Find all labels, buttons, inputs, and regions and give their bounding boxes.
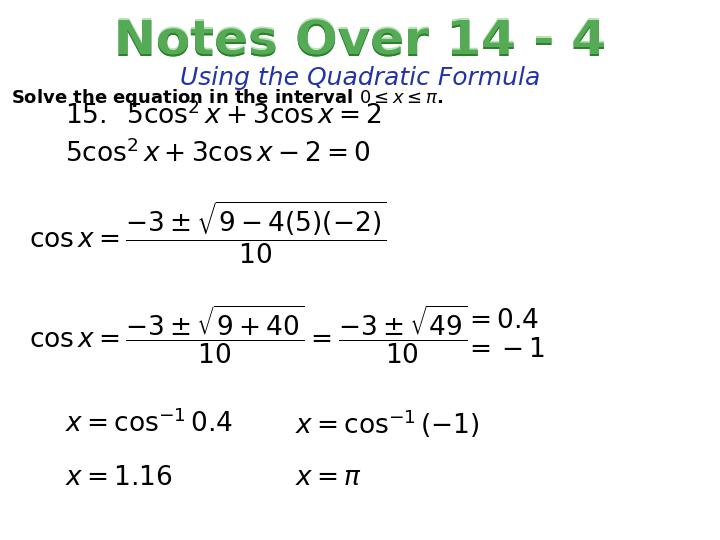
Text: $x = 1.16$: $x = 1.16$ (65, 465, 173, 491)
Text: Notes Over 14 - 4: Notes Over 14 - 4 (114, 19, 606, 67)
Text: Notes Over 14 - 4: Notes Over 14 - 4 (114, 19, 606, 67)
Text: $\cos x = \dfrac{-3 \pm \sqrt{9 - 4(5)(-2)}}{10}$: $\cos x = \dfrac{-3 \pm \sqrt{9 - 4(5)(-… (29, 199, 387, 266)
Text: $x = \pi$: $x = \pi$ (295, 465, 362, 491)
Text: $5\cos^2 x + 3\cos x - 2 = 0$: $5\cos^2 x + 3\cos x - 2 = 0$ (65, 140, 371, 168)
Text: $\cos x = \dfrac{-3 \pm \sqrt{9 + 40}}{10} = \dfrac{-3 \pm \sqrt{49}}{10}$: $\cos x = \dfrac{-3 \pm \sqrt{9 + 40}}{1… (29, 303, 467, 366)
Text: $15. \;\; 5\cos^2 x + 3\cos x = 2$: $15. \;\; 5\cos^2 x + 3\cos x = 2$ (65, 102, 382, 130)
Text: $= 0.4$: $= 0.4$ (464, 308, 539, 334)
Text: Notes Over 14 - 4: Notes Over 14 - 4 (114, 17, 606, 65)
Text: Using the Quadratic Formula: Using the Quadratic Formula (180, 66, 540, 90)
Text: $x = \cos^{-1}(-1)$: $x = \cos^{-1}(-1)$ (295, 408, 480, 440)
Text: $x = \cos^{-1} 0.4$: $x = \cos^{-1} 0.4$ (65, 410, 233, 438)
Text: $= -1$: $= -1$ (464, 337, 546, 363)
Text: Solve the equation in the interval $0 \leq x \leq \pi$.: Solve the equation in the interval $0 \l… (11, 87, 443, 110)
